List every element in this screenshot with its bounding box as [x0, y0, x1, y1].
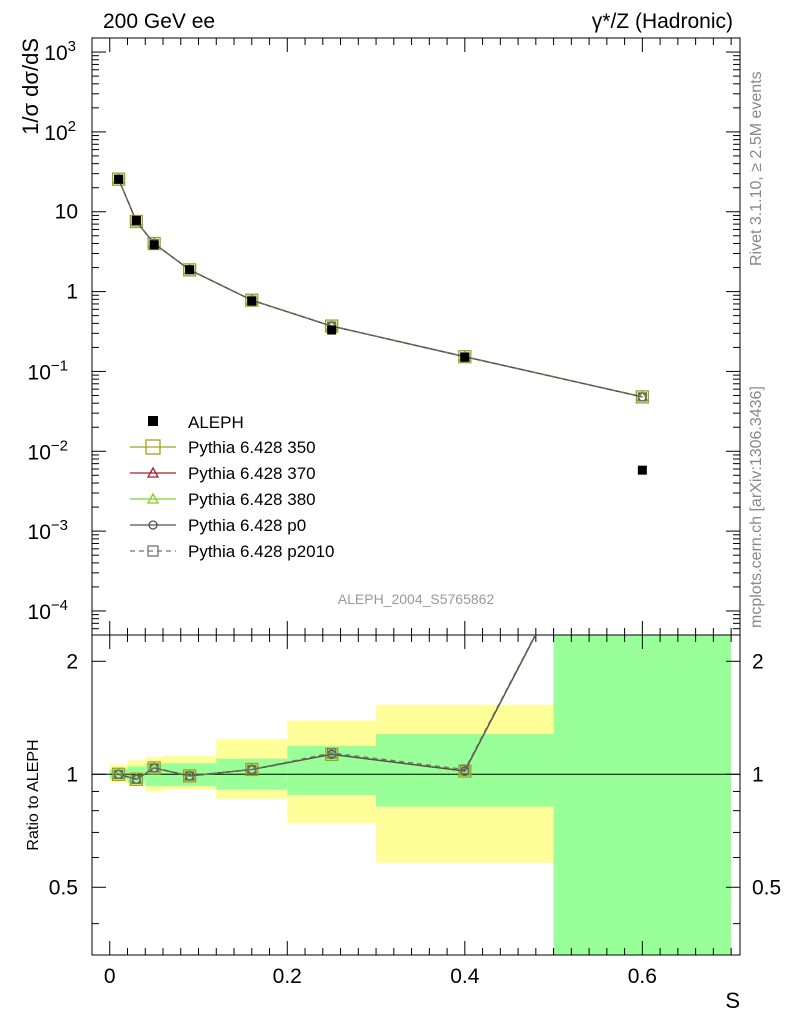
y-tick-label: 102 — [44, 118, 76, 145]
x-tick-label: 0.6 — [628, 965, 657, 988]
data-point — [114, 174, 124, 184]
mc-point-ratio — [637, 424, 647, 433]
data-point — [149, 240, 159, 250]
x-axis-label: S — [725, 988, 740, 1013]
data-point — [637, 465, 647, 475]
legend-marker — [148, 520, 158, 530]
mc-point-ratio — [113, 769, 124, 779]
analysis-tag: ALEPH_2004_S5765862 — [338, 591, 495, 607]
mc-point-ratio — [149, 763, 159, 773]
data-point — [460, 352, 470, 362]
y-tick-label: 1 — [66, 281, 78, 304]
mc-line-main — [118, 178, 643, 398]
y-tick-label: 10−4 — [28, 597, 68, 624]
mc-point-ratio — [184, 771, 195, 781]
legend-marker — [146, 492, 160, 504]
uncertainty-bands — [92, 635, 740, 955]
y-tick-label: 103 — [44, 38, 76, 65]
y-axis-label: 1/σ dσ/dS — [18, 38, 43, 135]
legend-marker-data — [148, 416, 158, 426]
x-tick-label: 0 — [104, 965, 116, 988]
legend-label: Pythia 6.428 p2010 — [188, 542, 335, 561]
band-stat-bin — [553, 635, 732, 955]
y-tick-label: 10−3 — [28, 517, 68, 544]
legend-marker — [146, 466, 160, 478]
ratio-y-tick-label-right: 0.5 — [752, 876, 781, 899]
mc-point-main — [637, 392, 648, 402]
y-tick-label: 10 — [55, 201, 78, 224]
mc-point-ratio — [460, 764, 470, 775]
data-point — [327, 325, 337, 335]
chart-text: 200 GeV ee γ*/Z (Hadronic) 1/σ dσ/dS Ratio … — [18, 10, 740, 1013]
ratio-y-tick-label-left: 1 — [66, 763, 78, 786]
legend-label: Pythia 6.428 350 — [188, 438, 316, 457]
legend-marker — [147, 545, 159, 557]
data-point — [131, 215, 141, 225]
title-left: 200 GeV ee — [103, 10, 215, 33]
mc-point-ratio — [638, 425, 646, 433]
mc-line-main — [118, 178, 643, 398]
ratio-y-tick-label-right: 2 — [752, 650, 764, 673]
mc-line-ratio — [118, 635, 536, 780]
ratio-y-tick-label-left: 2 — [66, 650, 78, 673]
ratio-y-tick-label-right: 1 — [752, 763, 764, 786]
mc-curves-ratio — [111, 423, 648, 786]
data-point — [185, 265, 195, 275]
mc-line-main — [118, 178, 643, 398]
mc-point-ratio — [247, 764, 257, 775]
legend-label-data: ALEPH — [188, 413, 244, 432]
legend-label: Pythia 6.428 370 — [188, 464, 316, 483]
y-tick-label: 10−2 — [28, 437, 68, 464]
data-point — [247, 296, 257, 306]
x-tick-label: 0.4 — [450, 965, 480, 988]
rivet-version-label: Rivet 3.1.10, ≥ 2.5M events — [748, 71, 765, 266]
legend-label: Pythia 6.428 380 — [188, 490, 316, 509]
mc-line-main — [118, 178, 643, 398]
x-tick-label: 0.2 — [273, 965, 302, 988]
mc-point-ratio — [637, 424, 647, 433]
mc-point-ratio — [327, 748, 337, 758]
mc-point-ratio — [638, 425, 646, 433]
plot-frames — [91, 37, 741, 956]
mc-point-ratio — [131, 774, 142, 784]
data-points — [114, 174, 647, 475]
ratio-frame — [91, 634, 741, 956]
ratio-axis-label: Ratio to ALEPH — [25, 739, 42, 850]
mcplots-source-label: mcplots.cern.ch [arXiv:1306.3436] — [748, 386, 765, 628]
y-tick-label: 10−1 — [28, 357, 68, 384]
ratio-y-tick-label-left: 0.5 — [49, 876, 78, 899]
mc-curves-main — [111, 172, 650, 404]
legend-marker — [145, 439, 161, 455]
legend-label: Pythia 6.428 p0 — [188, 516, 306, 535]
mc-line-main — [118, 178, 643, 398]
legend: ALEPH Pythia 6.428 350 Pythia 6.428 370 Pyt… — [130, 413, 335, 561]
mc-point-ratio — [636, 423, 648, 435]
title-right: γ*/Z (Hadronic) — [592, 10, 733, 33]
